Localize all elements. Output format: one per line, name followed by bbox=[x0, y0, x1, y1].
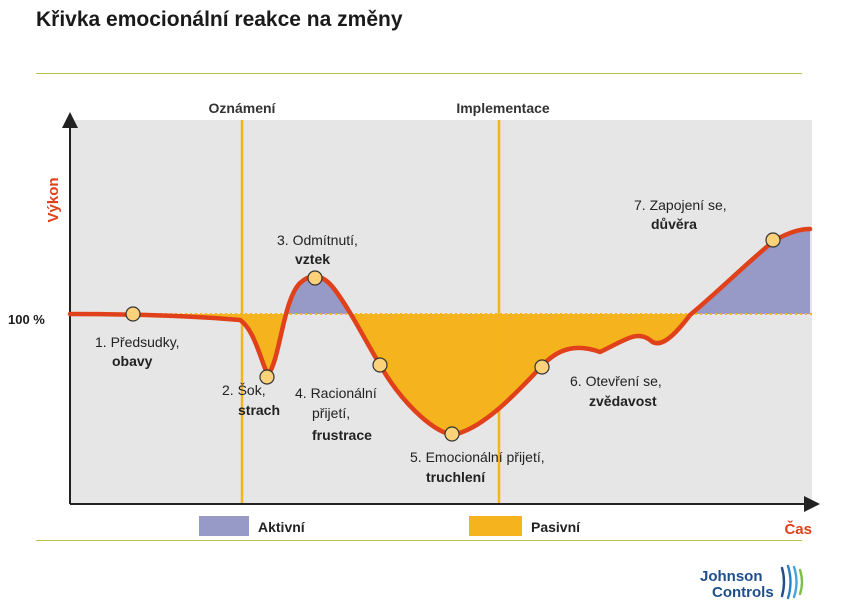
stage-1-node bbox=[125, 306, 141, 322]
legend-passive-label: Pasivní bbox=[531, 519, 581, 535]
passive-area bbox=[70, 314, 810, 435]
x-axis-label: Čas bbox=[784, 520, 812, 538]
stage-3-emphasis: vztek bbox=[295, 251, 330, 267]
logo-line-1: Johnson bbox=[700, 568, 763, 585]
stage-5-emphasis: truchlení bbox=[426, 469, 486, 485]
baseline-label: 100 % bbox=[8, 312, 45, 327]
plot-area bbox=[70, 120, 812, 504]
stage-2-node bbox=[259, 369, 275, 385]
stage-3-node bbox=[307, 270, 323, 286]
stage-7-node bbox=[765, 232, 781, 248]
active-area bbox=[70, 229, 810, 314]
stage-1-label: 1. Předsudky, bbox=[95, 334, 180, 350]
stage-6-emphasis: zvědavost bbox=[589, 393, 657, 409]
top-divider bbox=[36, 73, 802, 74]
stage-4-label-2: přijetí, bbox=[312, 405, 350, 421]
stage-6-node bbox=[534, 359, 550, 375]
emotional-curve bbox=[67, 226, 813, 438]
legend-passive-swatch bbox=[469, 516, 522, 536]
y-axis-label: Výkon bbox=[45, 177, 62, 222]
stage-4-emphasis: frustrace bbox=[312, 427, 372, 443]
page-title: Křivka emocionální reakce na změny bbox=[36, 8, 403, 31]
announcement-label: Oznámení bbox=[209, 100, 277, 116]
stage-1-emphasis: obavy bbox=[112, 353, 153, 369]
implementation-label: Implementace bbox=[456, 100, 550, 116]
stage-3-label: 3. Odmítnutí, bbox=[277, 232, 358, 248]
stage-2-emphasis: strach bbox=[238, 402, 280, 418]
stage-4-label: 4. Racionální bbox=[295, 385, 377, 401]
company-logo: Johnson Controls bbox=[700, 560, 810, 604]
stage-6-label: 6. Otevření se, bbox=[570, 373, 662, 389]
stage-5-node bbox=[444, 426, 460, 442]
legend-active-label: Aktivní bbox=[258, 519, 306, 535]
stage-5-label: 5. Emocionální přijetí, bbox=[410, 449, 545, 465]
stage-4-node bbox=[372, 357, 388, 373]
logo-mark-icon bbox=[780, 564, 804, 600]
bottom-divider bbox=[36, 540, 802, 541]
stage-7-emphasis: důvěra bbox=[651, 216, 697, 232]
stage-2-label: 2. Šok, bbox=[222, 382, 266, 398]
stage-7-label: 7. Zapojení se, bbox=[634, 197, 727, 213]
logo-line-2: Controls bbox=[712, 584, 774, 601]
legend-active-swatch bbox=[199, 516, 249, 536]
